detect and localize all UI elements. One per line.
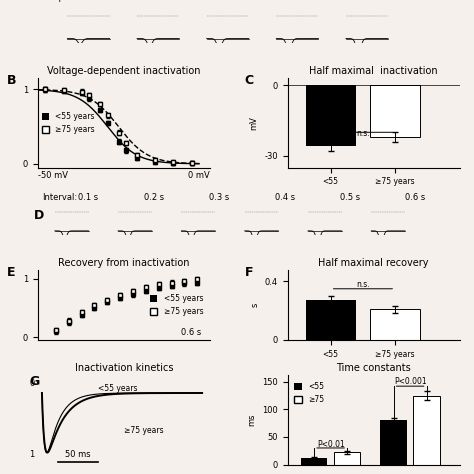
≥75 years (55, 425, 61, 431)
Text: n.s.: n.s. (356, 280, 370, 289)
Title: Half maximal  inactivation: Half maximal inactivation (310, 66, 438, 76)
Bar (370, 85, 420, 137)
≥75 years (110, 392, 116, 397)
Text: P<0.001: P<0.001 (394, 377, 427, 386)
Line: <55 years: <55 years (42, 393, 202, 453)
Text: C: C (245, 74, 254, 87)
≥75 years (39, 390, 45, 396)
≥75 years (45, 450, 50, 456)
Title: Time constants: Time constants (337, 363, 411, 373)
Text: 50 ms: 50 ms (65, 450, 91, 459)
<55 years (55, 418, 61, 424)
Text: 0.1 s: 0.1 s (79, 193, 99, 202)
Legend: <55 years, ≥75 years: <55 years, ≥75 years (147, 291, 206, 319)
Bar (301, 458, 328, 465)
Text: F: F (245, 266, 253, 279)
Bar (380, 420, 407, 465)
<55 years (104, 391, 109, 396)
<55 years (110, 391, 116, 396)
≥75 years (149, 390, 155, 396)
Title: Inactivation kinetics: Inactivation kinetics (75, 363, 173, 373)
≥75 years (167, 390, 173, 396)
Bar (306, 85, 356, 146)
Text: P<0.01: P<0.01 (317, 440, 345, 449)
Text: G: G (29, 375, 39, 388)
Text: -40 mV: -40 mV (158, 0, 188, 2)
Text: -20 mV: -20 mV (301, 0, 331, 2)
Text: E: E (7, 266, 16, 279)
<55 years (164, 390, 170, 396)
≥75 years (199, 390, 205, 396)
<55 years (44, 450, 50, 456)
Text: 0.5 s: 0.5 s (340, 193, 360, 202)
Text: 0.3 s: 0.3 s (209, 193, 229, 202)
Text: 0.6 s: 0.6 s (405, 193, 426, 202)
<55 years (167, 390, 173, 396)
Text: D: D (34, 209, 44, 222)
Text: <55 years: <55 years (98, 384, 137, 393)
Title: Half maximal recovery: Half maximal recovery (319, 257, 429, 268)
Text: 0 mV: 0 mV (188, 171, 210, 180)
Text: 0.6 s: 0.6 s (181, 328, 201, 337)
Text: 1: 1 (29, 450, 35, 459)
Y-axis label: mV: mV (250, 116, 259, 130)
≥75 years (164, 390, 170, 396)
Legend: <55, ≥75: <55, ≥75 (292, 379, 328, 407)
Text: ≥75 years: ≥75 years (124, 426, 164, 435)
Text: -30 mV: -30 mV (229, 0, 260, 2)
<55 years (39, 390, 45, 396)
Line: ≥75 years: ≥75 years (42, 393, 202, 453)
Text: 0.2 s: 0.2 s (144, 193, 164, 202)
Text: B: B (7, 74, 17, 87)
Text: Pre-potential:: Pre-potential: (42, 0, 99, 2)
Bar (370, 309, 420, 340)
Text: -10 mV: -10 mV (373, 0, 403, 2)
Text: 0: 0 (29, 379, 35, 388)
Text: Interval:: Interval: (42, 193, 77, 202)
Text: 0.4 s: 0.4 s (274, 193, 295, 202)
Text: -50 mV: -50 mV (38, 171, 68, 180)
Legend: <55 years, ≥75 years: <55 years, ≥75 years (42, 112, 95, 134)
Bar (306, 301, 356, 340)
Title: Recovery from inactivation: Recovery from inactivation (58, 257, 190, 268)
Y-axis label: ms: ms (247, 414, 256, 426)
Bar (413, 395, 440, 465)
<55 years (149, 390, 155, 396)
Text: -50 mV: -50 mV (86, 0, 116, 2)
Text: n.s.: n.s. (356, 129, 370, 138)
Y-axis label: s: s (250, 303, 259, 307)
≥75 years (104, 392, 109, 398)
<55 years (199, 390, 205, 396)
Title: Voltage-dependent inactivation: Voltage-dependent inactivation (47, 66, 201, 76)
Bar (334, 452, 360, 465)
